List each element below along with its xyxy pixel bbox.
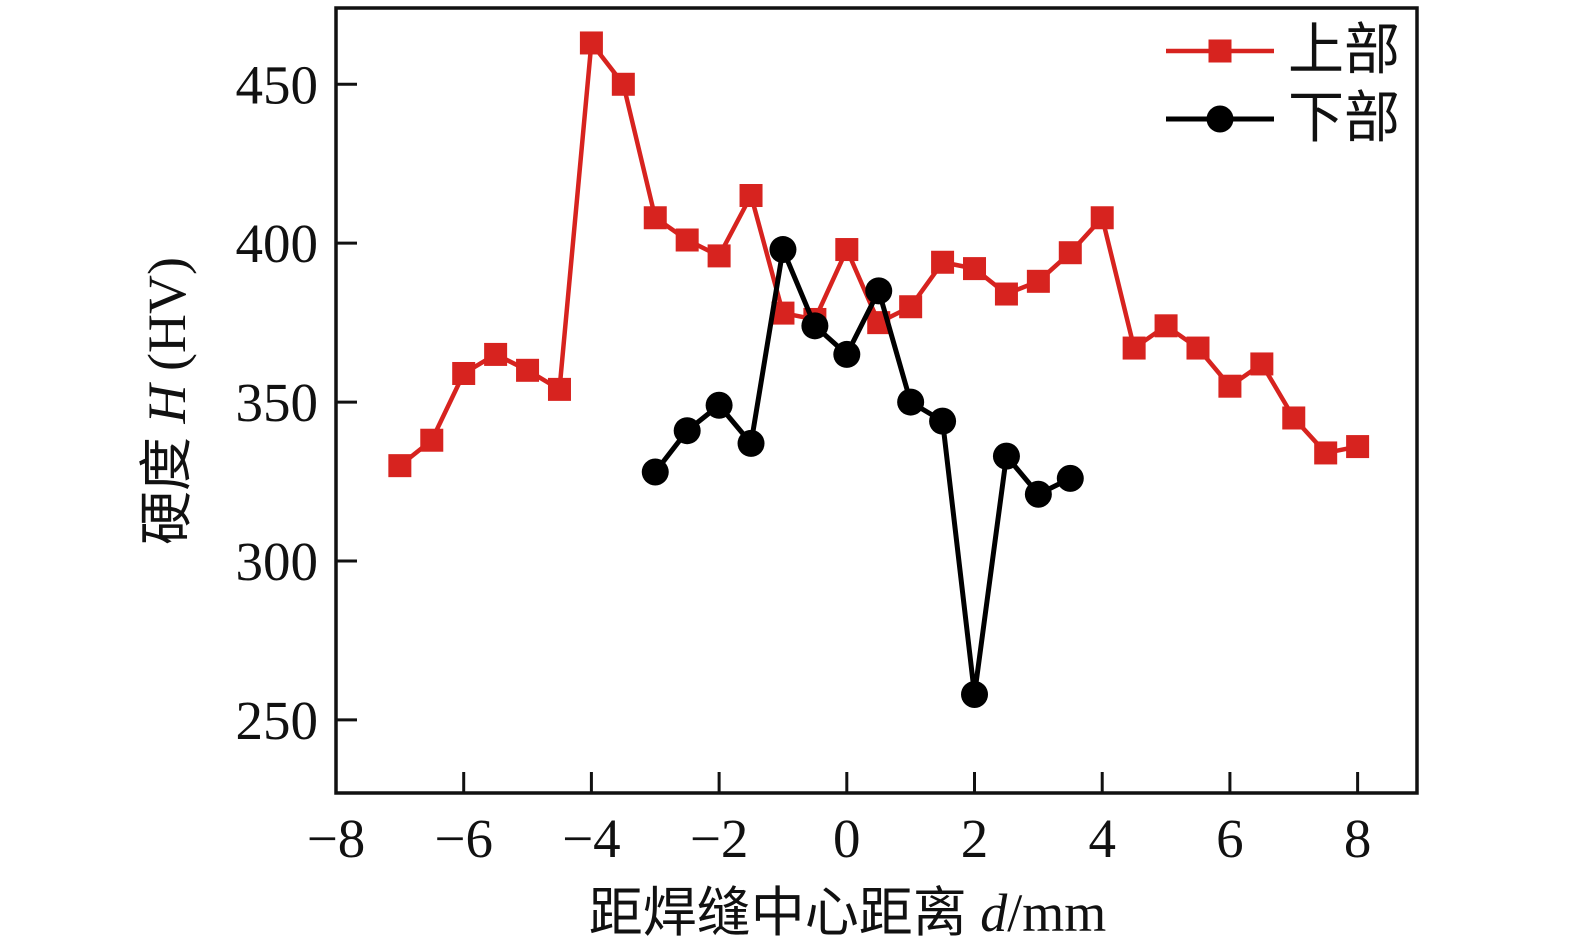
series-upper-marker	[675, 228, 699, 252]
x-tick-label: −6	[434, 808, 493, 869]
series-upper-marker	[1122, 336, 1146, 360]
series-upper-marker	[835, 238, 859, 262]
legend: 上部 下部	[1162, 20, 1400, 150]
legend-upper-square-marker-icon	[1166, 39, 1274, 63]
series-upper-marker	[1026, 269, 1050, 293]
legend-upper-label: 上部	[1288, 20, 1400, 82]
y-tick-label: 250	[236, 690, 319, 751]
series-upper-marker	[1154, 314, 1178, 338]
legend-lower-circle-marker-icon	[1166, 105, 1274, 133]
series-upper-marker	[1346, 435, 1370, 459]
legend-marker	[1208, 39, 1232, 63]
x-tick-label: 0	[833, 808, 861, 869]
series-upper-marker	[1058, 241, 1082, 265]
series-upper-marker	[899, 295, 923, 319]
legend-item-lower: 下部	[1162, 88, 1400, 150]
y-axis-label-text: 硬度	[137, 436, 197, 545]
x-tick-label: 4	[1088, 808, 1116, 869]
x-tick-label: −4	[562, 808, 621, 869]
series-upper-marker	[643, 206, 667, 230]
x-tick-label: −2	[690, 808, 749, 869]
series-lower-marker	[929, 407, 957, 435]
series-lower-marker	[641, 458, 669, 486]
x-tick-label: 8	[1344, 808, 1372, 869]
series-upper-marker	[579, 31, 603, 55]
series-upper-marker	[1314, 441, 1338, 465]
series-upper-marker	[739, 184, 763, 208]
series-lower-marker	[673, 417, 701, 445]
series-upper-marker	[994, 282, 1018, 306]
series-upper-marker	[452, 361, 476, 385]
plot-frame	[334, 6, 1419, 795]
y-axis-label-symbol: H	[137, 384, 197, 424]
y-axis-label: 硬度 H (HV)	[136, 96, 198, 706]
series-upper-marker	[516, 358, 540, 382]
y-tick-label: 350	[236, 372, 319, 433]
series-upper-marker	[963, 257, 987, 281]
series-upper-marker	[771, 301, 795, 325]
series-upper-marker	[547, 377, 571, 401]
series-upper-marker	[931, 250, 955, 274]
series-lower-marker	[897, 388, 925, 416]
series-lower-marker	[833, 340, 861, 368]
y-axis-label-unit: (HV)	[137, 257, 197, 371]
series-upper-marker	[1282, 406, 1306, 430]
legend-item-upper: 上部	[1162, 20, 1400, 82]
y-tick-label: 300	[236, 531, 319, 592]
series-upper-marker	[1250, 352, 1274, 376]
series-lower-marker	[992, 442, 1020, 470]
x-axis-label-text: 距焊缝中心距离	[588, 883, 967, 943]
series-upper-marker	[388, 454, 412, 478]
x-tick-label: 6	[1216, 808, 1244, 869]
series-lower-marker	[1024, 480, 1052, 508]
series-lower-marker	[769, 236, 797, 264]
series-lower-marker	[865, 277, 893, 305]
series-upper-marker	[420, 428, 444, 452]
x-axis-label: 距焊缝中心距离 d/mm	[270, 868, 1425, 947]
series-lower-marker	[737, 429, 765, 457]
series-lower-marker	[801, 312, 829, 340]
x-tick-label: 2	[961, 808, 989, 869]
y-tick-label: 400	[236, 213, 319, 274]
series-upper-marker	[707, 244, 731, 268]
series-lower-line	[652, 247, 1073, 697]
x-tick-label: −8	[307, 808, 366, 869]
series-upper-marker	[1090, 206, 1114, 230]
y-tick-label: 450	[236, 54, 319, 115]
x-axis-label-symbol: d	[980, 883, 1008, 943]
series-upper-marker	[484, 342, 508, 366]
legend-marker	[1206, 105, 1234, 133]
series-lower-marker	[705, 391, 733, 419]
x-axis-label-unit: /mm	[1007, 883, 1107, 943]
series-lower-marker	[961, 680, 989, 708]
series-lower-marker	[1056, 464, 1084, 492]
series-upper-marker	[611, 72, 635, 96]
legend-lower-label: 下部	[1288, 88, 1400, 150]
series-upper-marker	[1186, 336, 1210, 360]
series-upper-marker	[1218, 374, 1242, 398]
